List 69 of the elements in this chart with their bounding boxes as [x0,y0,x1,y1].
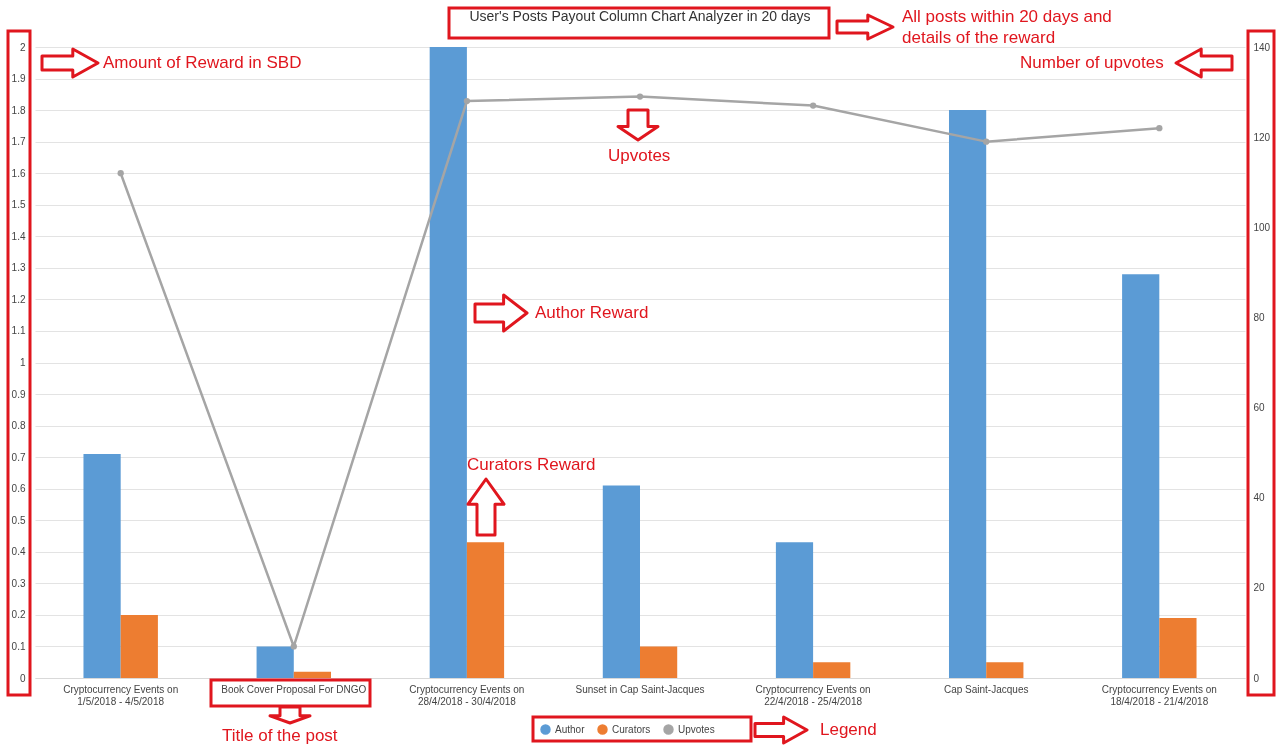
x-tick-label: Cryptocurrency Events on 18/4/2018 - 21/4/2018 [1101,683,1217,707]
y-tick-label: 0.4 [11,546,26,558]
y2-tick-label: 0 [1253,672,1260,684]
y2-tick-label: 60 [1253,402,1266,414]
y-tick-label: 1.2 [11,293,26,305]
bar [1159,618,1197,678]
y-tick-label: 0.5 [11,514,26,526]
bar [813,662,851,678]
x-tick-label: Book Cover Proposal For DNGO [221,683,367,695]
bar [1122,274,1160,678]
y2-tick-label: 20 [1253,582,1266,594]
bar [948,110,987,678]
text: Legend [820,719,877,740]
text: Title of the post [222,725,338,746]
y-tick-label: 1.6 [11,167,26,179]
annotation: Number of upvotes [1020,52,1164,73]
point [983,138,990,145]
x-tick-label: Sunset in Cap Saint-Jacques [575,683,705,695]
annotation: Amount of Reward in SBD [103,52,302,73]
y2-tick-label: 120 [1253,131,1271,143]
y2-tick-label: 100 [1253,221,1271,233]
bar [602,485,640,678]
bar [466,542,505,678]
y-tick-label: 1.1 [11,325,26,337]
bar [256,646,294,678]
bar [293,671,332,678]
y-tick-label: 1 [19,357,26,368]
annotation: Curators Reward [467,454,596,475]
y-tick-label: 0 [19,672,26,684]
x-tick-label: Cryptocurrency Events on 28/4/2018 - 30/4/2018 [409,683,525,707]
x-tick-label: Cryptocurrency Events on 22/4/2018 - 25/4/2018 [755,683,871,707]
legend-label: Curators [612,723,651,735]
x-tick-label: Cap Saint-Jacques [943,683,1029,695]
y-tick-label: 0.9 [11,388,26,400]
y-tick-label: 1.7 [11,136,26,148]
point [809,102,817,109]
y-tick-label: 0.6 [11,483,26,495]
y-tick-label: 1.3 [11,262,26,274]
y-tick-label: 0.8 [11,420,26,432]
chart-title: User's Posts Payout Column Chart Analyzer in 20 days [469,8,811,24]
bar [429,47,467,678]
y-tick-label: 0.2 [11,609,26,621]
bar [986,662,1024,678]
bar [640,646,678,678]
annotation: Author Reward [535,302,649,323]
y-tick-label: 1.4 [11,230,26,242]
point [463,97,471,105]
point [1156,124,1163,132]
point [636,93,644,100]
bar [83,454,121,678]
point [117,170,124,177]
y-tick-label: 2 [19,41,26,53]
legend-label: Author [555,723,586,735]
y2-tick-label: 40 [1253,492,1266,504]
legend-label: Upvotes [678,723,715,735]
text: All posts within 20 days and details of the reward [902,6,1113,48]
y-tick-label: 1.9 [11,73,26,85]
annotation: Upvotes [608,145,671,166]
y2-tick-label: 80 [1253,311,1266,323]
y-tick-label: 1.8 [11,104,26,116]
y-tick-label: 0.3 [11,577,26,589]
y-tick-label: 0.1 [11,640,26,652]
y-tick-label: 1.5 [11,199,26,211]
bar [775,542,814,678]
y-tick-label: 0.7 [11,451,26,463]
x-tick-label: Cryptocurrency Events on 1/5/2018 - 4/5/2018 [63,683,179,707]
point [290,643,297,650]
y2-tick-label: 140 [1253,41,1271,53]
bar [120,614,158,678]
